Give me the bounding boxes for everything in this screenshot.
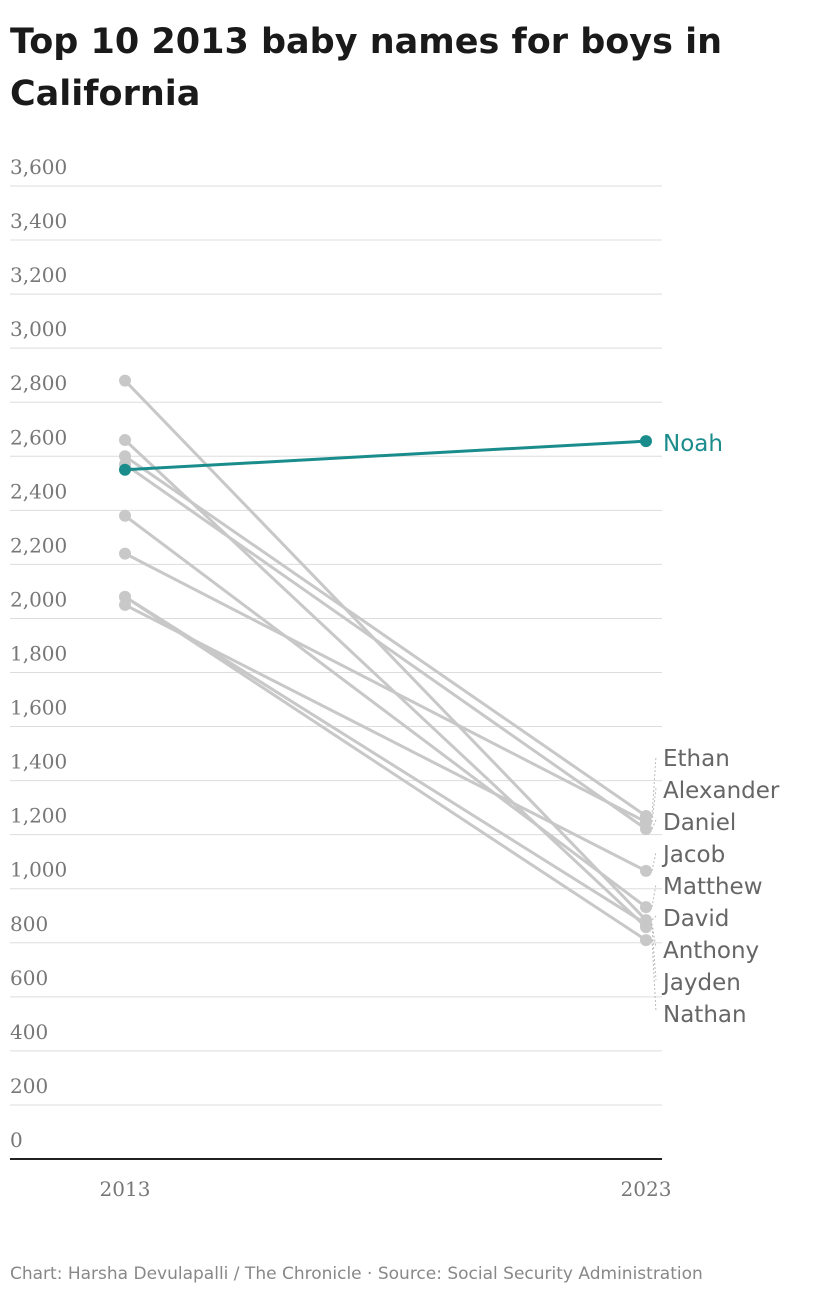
- y-tick-label: 1,200: [10, 804, 67, 828]
- x-tick-label: 2013: [100, 1177, 151, 1201]
- leader-line: [651, 923, 657, 949]
- point: [119, 547, 131, 560]
- y-tick-label: 3,600: [10, 155, 67, 179]
- y-tick-label: 2,400: [10, 479, 67, 503]
- y-tick-label: 200: [10, 1074, 48, 1098]
- point: [640, 822, 652, 835]
- y-tick-label: 1,000: [10, 858, 67, 882]
- leader-line: [651, 940, 657, 1013]
- point: [640, 901, 652, 914]
- slope-line: [123, 379, 648, 922]
- series-label: Jayden: [661, 970, 741, 996]
- point: [640, 921, 652, 934]
- point: [119, 590, 131, 603]
- point: [640, 864, 652, 877]
- series-label: David: [663, 906, 729, 932]
- slope-line: [124, 595, 647, 942]
- series-label: Noah: [663, 431, 723, 457]
- y-tick-label: 2,800: [10, 371, 67, 395]
- leader-line: [651, 787, 657, 823]
- slope-line: [124, 552, 647, 824]
- y-tick-label: 3,000: [10, 317, 67, 341]
- y-tick-label: 400: [10, 1020, 48, 1044]
- y-tick-label: 1,600: [10, 696, 67, 720]
- y-tick-label: 3,400: [10, 209, 67, 233]
- series-label: Nathan: [663, 1002, 747, 1028]
- series-label: Matthew: [663, 874, 763, 900]
- point: [119, 374, 131, 387]
- leader-line: [651, 883, 657, 908]
- chart-title: Top 10 2013 baby names for boys in Califo…: [10, 22, 722, 114]
- y-tick-label: 2,200: [10, 533, 67, 557]
- leader-line: [651, 851, 657, 871]
- y-tick-label: 3,200: [10, 263, 67, 287]
- source: Chart: Harsha Devulapalli / The Chronicl…: [10, 1264, 703, 1284]
- slope-line: [124, 514, 647, 909]
- y-tick-label: 800: [10, 912, 48, 936]
- leader-line: [651, 755, 657, 817]
- leader-line: [651, 927, 657, 981]
- slope-line: [124, 603, 647, 873]
- series-label: Anthony: [663, 938, 759, 964]
- y-tick-label: 1,800: [10, 642, 67, 666]
- y-tick-label: 1,400: [10, 750, 67, 774]
- slope-line: [124, 595, 647, 926]
- point: [119, 509, 131, 522]
- point: [119, 434, 131, 447]
- series-label: Ethan: [663, 746, 730, 772]
- point: [119, 463, 131, 476]
- point: [640, 934, 652, 947]
- series-label: Daniel: [663, 810, 736, 836]
- y-tick-label: 600: [10, 966, 48, 990]
- slope-line: [124, 463, 647, 831]
- y-tick-label: 0: [10, 1128, 23, 1152]
- leader-line: [651, 915, 657, 921]
- series-label: Alexander: [663, 778, 780, 804]
- slope-line: [123, 438, 648, 929]
- x-tick-label: 2023: [621, 1177, 672, 1201]
- slope-line: [124, 439, 647, 472]
- y-tick-label: 2,000: [10, 587, 67, 611]
- leader-line: [651, 819, 657, 830]
- point: [640, 435, 652, 448]
- y-tick-label: 2,600: [10, 425, 67, 449]
- slope-line: [124, 455, 647, 818]
- series-label: Jacob: [661, 842, 725, 868]
